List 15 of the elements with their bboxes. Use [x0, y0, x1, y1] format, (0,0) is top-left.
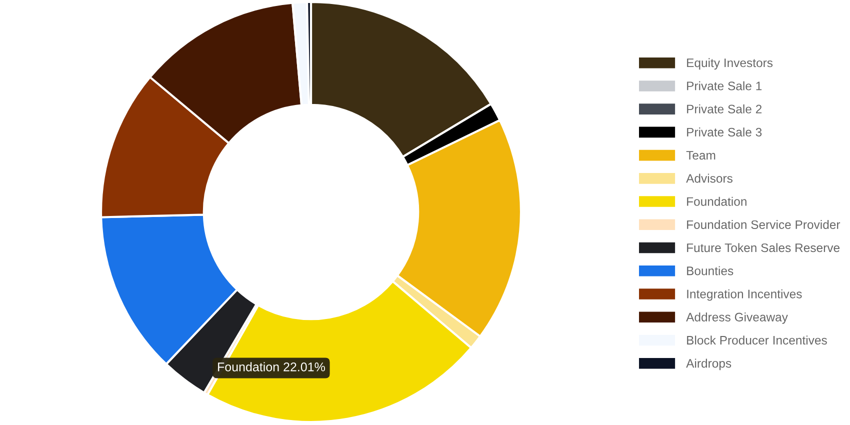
legend-label: Private Sale 2: [687, 104, 762, 114]
legend-label: Foundation: [687, 196, 746, 206]
legend-label: Advisors: [686, 174, 732, 183]
legend-label: Future Token Sales Reserve: [687, 243, 840, 252]
legend-label: Private Sale 1: [687, 81, 762, 90]
text: Foundation 22.01%: [218, 362, 325, 372]
legend-label: Foundation Service Provider: [687, 220, 840, 229]
legend-label: Integration Incentives: [687, 289, 802, 301]
legend-label: Block Producer Incentives: [687, 336, 827, 345]
legend-label: Airdrops: [686, 358, 732, 370]
legend-label: Equity Investors: [687, 58, 773, 70]
legend-label: Team: [686, 151, 716, 160]
legend-label: Bounties: [687, 266, 734, 276]
legend-label: Address Giveaway: [686, 312, 788, 324]
legend-label: Private Sale 3: [687, 128, 762, 137]
